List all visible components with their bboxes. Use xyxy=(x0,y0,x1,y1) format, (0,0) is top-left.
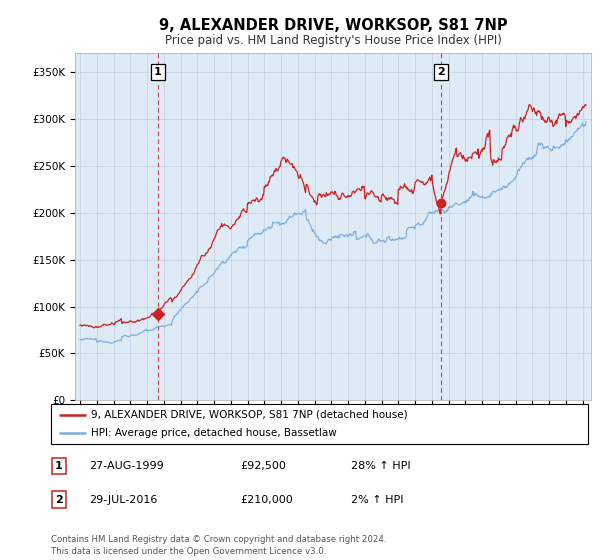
Text: £92,500: £92,500 xyxy=(240,461,286,471)
Text: 2: 2 xyxy=(437,67,445,77)
Text: 27-AUG-1999: 27-AUG-1999 xyxy=(89,461,164,471)
Text: Price paid vs. HM Land Registry's House Price Index (HPI): Price paid vs. HM Land Registry's House … xyxy=(164,34,502,47)
Text: 9, ALEXANDER DRIVE, WORKSOP, S81 7NP (detached house): 9, ALEXANDER DRIVE, WORKSOP, S81 7NP (de… xyxy=(91,410,408,420)
Text: 1: 1 xyxy=(154,67,162,77)
Text: Contains HM Land Registry data © Crown copyright and database right 2024.
This d: Contains HM Land Registry data © Crown c… xyxy=(51,535,386,556)
Text: 1: 1 xyxy=(55,461,62,471)
Text: 2: 2 xyxy=(55,494,62,505)
Text: 2% ↑ HPI: 2% ↑ HPI xyxy=(351,494,404,505)
Text: HPI: Average price, detached house, Bassetlaw: HPI: Average price, detached house, Bass… xyxy=(91,428,337,438)
Text: 9, ALEXANDER DRIVE, WORKSOP, S81 7NP: 9, ALEXANDER DRIVE, WORKSOP, S81 7NP xyxy=(158,18,508,32)
Text: 28% ↑ HPI: 28% ↑ HPI xyxy=(351,461,410,471)
Text: 29-JUL-2016: 29-JUL-2016 xyxy=(89,494,157,505)
Text: £210,000: £210,000 xyxy=(240,494,293,505)
